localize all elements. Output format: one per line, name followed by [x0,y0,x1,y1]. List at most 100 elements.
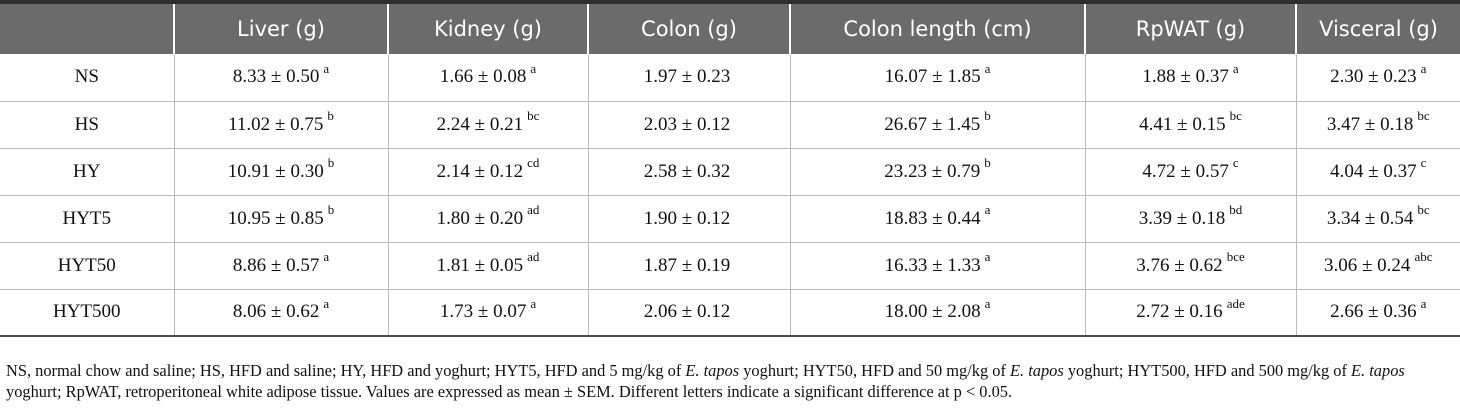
table-cell: 11.02 ± 0.75 b [173,101,388,149]
cell-value: 2.14 ± 0.12 [436,160,524,182]
cell-value: 3.06 ± 0.24 [1324,254,1411,276]
cell-value: 1.90 ± 0.12 [643,207,731,229]
significance-letters: a [984,249,991,265]
significance-letters: a [984,295,991,311]
cell-value: 8.06 ± 0.62 [232,301,320,323]
cell-value: 1.73 ± 0.07 [439,301,527,323]
footnote-species: E. tapos [1351,361,1405,380]
significance-letters: c [1232,155,1239,171]
significance-letters: bc [527,108,540,124]
table-cell: 1.88 ± 0.37 a [1084,54,1296,102]
cell-value: 2.03 ± 0.12 [643,113,731,135]
table-cell: 18.83 ± 0.44 a [789,195,1085,243]
significance-letters: bd [1229,202,1243,218]
table-cell: 1.66 ± 0.08 a [387,54,588,102]
table-cell: 8.06 ± 0.62 a [173,289,388,337]
footnote-text: NS, normal chow and saline; HS, HFD and … [6,361,686,380]
cell-value: 8.86 ± 0.57 [232,254,320,276]
cell-value: 2.06 ± 0.12 [643,301,731,323]
header-row: Liver (g) Kidney (g) Colon (g) Colon len… [0,0,1460,54]
significance-letters: ade [1226,295,1245,311]
significance-letters: bc [1229,108,1242,124]
cell-value: 2.72 ± 0.16 [1136,301,1223,323]
table-cell: 1.73 ± 0.07 a [387,289,588,337]
cell-value: 18.83 ± 0.44 [884,207,981,229]
footnote-species: E. tapos [1010,361,1064,380]
footnote-text: yoghurt; HYT50, HFD and 50 mg/kg of [739,361,1011,380]
cell-value: 1.80 ± 0.20 [436,207,524,229]
table-cell: 8.86 ± 0.57 a [173,242,388,290]
cell-value: 1.97 ± 0.23 [643,66,731,88]
table-cell: 1.81 ± 0.05 ad [387,242,588,290]
significance-letters: a [984,202,991,218]
cell-value: 3.39 ± 0.18 [1138,207,1226,229]
table-cell: 8.33 ± 0.50 a [173,54,388,102]
table-row: HYT5 10.95 ± 0.85 b 1.80 ± 0.20 ad 1.90 ± … [0,195,1460,243]
cell-value: 2.66 ± 0.36 [1330,301,1417,323]
significance-letters: a [1232,60,1239,76]
row-label: HYT500 [0,289,174,337]
cell-value: 8.33 ± 0.50 [232,66,320,88]
row-label: HYT5 [0,195,174,243]
cell-value: 3.76 ± 0.62 [1136,254,1223,276]
significance-letters: a [323,295,330,311]
cell-value: 11.02 ± 0.75 [228,113,324,135]
header-cell-kidney: Kidney (g) [387,0,588,54]
cell-value: 10.91 ± 0.30 [227,160,324,182]
header-cell-liver: Liver (g) [173,0,388,54]
cell-value: 1.66 ± 0.08 [439,66,527,88]
significance-letters: a [323,60,330,76]
table-cell: 1.97 ± 0.23 [587,54,790,102]
cell-value: 2.24 ± 0.21 [436,113,524,135]
table-cell: 2.06 ± 0.12 [587,289,790,337]
table-cell: 10.91 ± 0.30 b [173,148,388,196]
significance-letters: b [327,202,335,218]
row-label: NS [0,54,174,102]
significance-letters: a [530,295,537,311]
significance-letters: b [327,155,335,171]
cell-value: 10.95 ± 0.85 [227,207,324,229]
significance-letters: b [984,108,991,124]
table-cell: 2.66 ± 0.36 a [1295,289,1460,337]
table-row: NS 8.33 ± 0.50 a 1.66 ± 0.08 a 1.97 ± 0.23… [0,54,1460,102]
significance-letters: abc [1414,249,1433,265]
table-cell: 4.04 ± 0.37 c [1295,148,1460,196]
header-cell-group [0,0,174,54]
table-cell: 1.80 ± 0.20 ad [387,195,588,243]
cell-value: 3.47 ± 0.18 [1326,113,1414,135]
header-cell-colon: Colon (g) [587,0,790,54]
significance-letters: ad [527,202,540,218]
table-footnote: NS, normal chow and saline; HS, HFD and … [6,360,1454,402]
cell-value: 3.34 ± 0.54 [1326,207,1414,229]
row-label: HY [0,148,174,196]
table-cell: 2.24 ± 0.21 bc [387,101,588,149]
footnote-text: yoghurt; HYT500, HFD and 500 mg/kg of [1063,361,1352,380]
significance-letters: cd [527,155,540,171]
significance-letters: bce [1226,249,1245,265]
significance-letters: bc [1417,108,1430,124]
cell-value: 2.58 ± 0.32 [643,160,731,182]
cell-value: 26.67 ± 1.45 [884,113,981,135]
footnote-text: yoghurt; RpWAT, retroperitoneal white ad… [6,382,1013,401]
cell-value: 4.04 ± 0.37 [1330,160,1417,182]
table-cell: 2.14 ± 0.12 cd [387,148,588,196]
significance-letters: a [1420,295,1427,311]
cell-value: 23.23 ± 0.79 [884,160,981,182]
table-row: HS 11.02 ± 0.75 b 2.24 ± 0.21 bc 2.03 ± 0.… [0,101,1460,149]
table-cell: 2.58 ± 0.32 [587,148,790,196]
significance-letters: a [530,60,537,76]
cell-value: 2.30 ± 0.23 [1330,66,1417,88]
cell-value: 16.07 ± 1.85 [884,66,981,88]
table-cell: 1.87 ± 0.19 [587,242,790,290]
significance-letters: a [323,249,330,265]
row-label: HYT50 [0,242,174,290]
header-cell-colon-length: Colon length (cm) [789,0,1085,54]
table-cell: 2.30 ± 0.23 a [1295,54,1460,102]
table-row: HYT500 8.06 ± 0.62 a 1.73 ± 0.07 a 2.06 ± … [0,289,1460,337]
table-cell: 2.03 ± 0.12 [587,101,790,149]
significance-letters: c [1420,155,1427,171]
footnote-species: E. tapos [685,361,740,380]
row-label: HS [0,101,174,149]
table-cell: 18.00 ± 2.08 a [789,289,1085,337]
header-cell-rpwat: RpWAT (g) [1084,0,1296,54]
